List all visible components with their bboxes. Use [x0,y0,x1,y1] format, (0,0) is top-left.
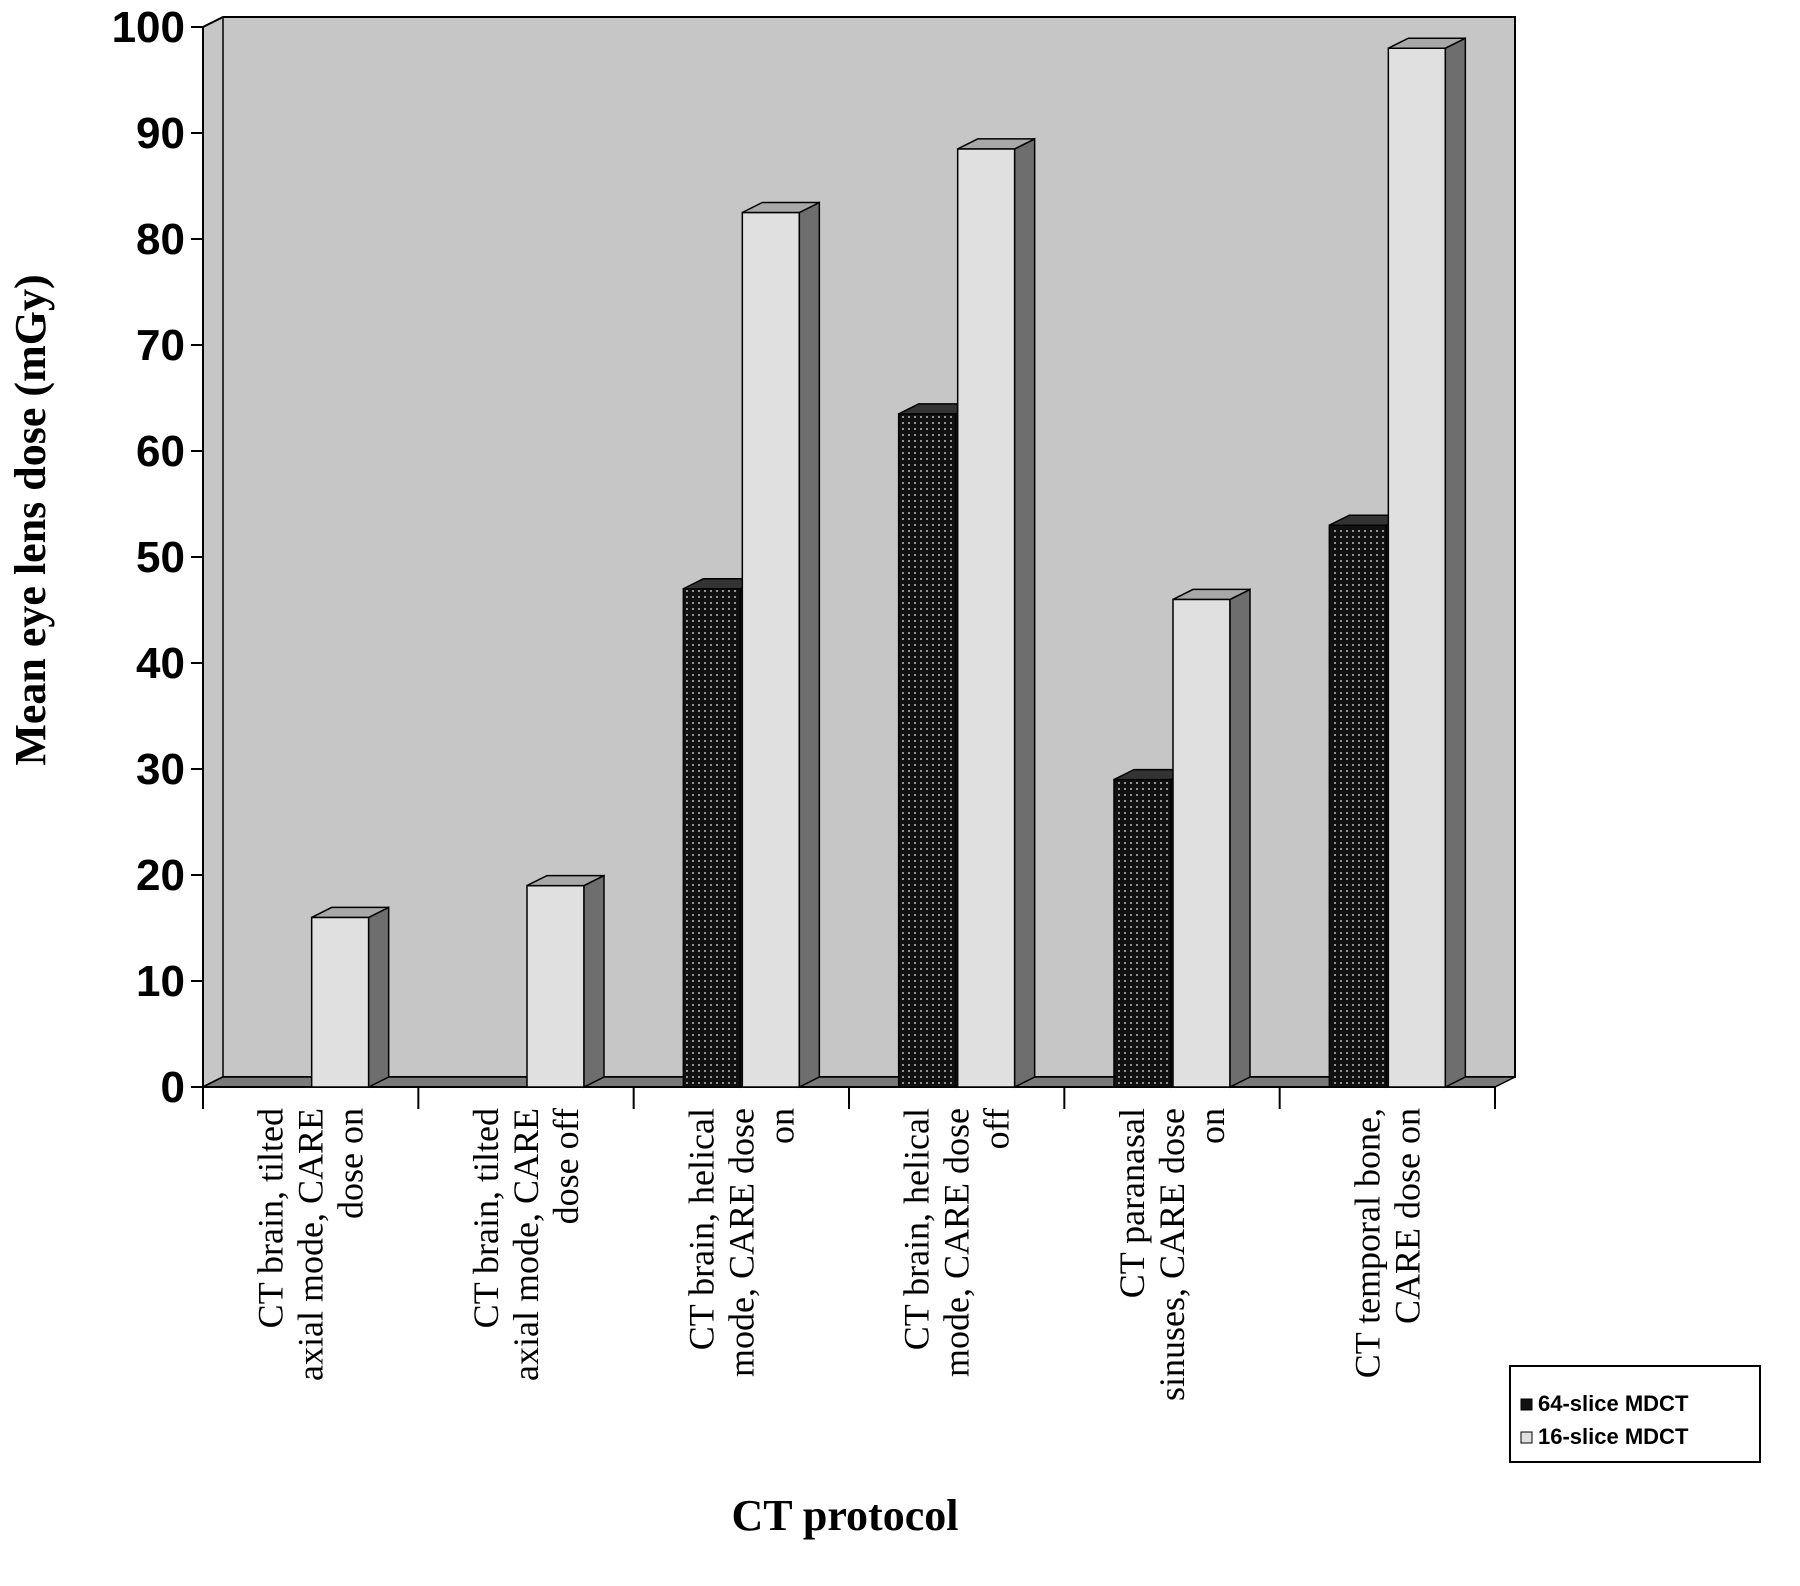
bar-top [526,874,605,887]
x-tick-label-line: mode, CARE dose [721,1108,761,1377]
x-tick-label-line: CT brain, helical [897,1108,937,1350]
bar [1172,588,1251,1089]
x-tick-label: CT paranasal sinuses, CARE dose on [1112,1108,1232,1401]
x-tick-label-line: axial mode, CARE [506,1108,546,1381]
x-tick-label-line: sinuses, CARE dose [1152,1108,1192,1401]
bar [1387,36,1467,1089]
bar-side [798,201,821,1089]
bar-side [1013,137,1036,1089]
bar-front [682,588,742,1088]
floor [202,1076,1516,1088]
bar [310,906,390,1089]
x-tick-label-line: CT brain, tilted [251,1108,291,1328]
y-tick-label: 40 [136,639,185,688]
x-tick-label-line: on [1192,1108,1232,1144]
x-tick-label: CT brain, helical mode, CARE dose on [681,1108,801,1377]
y-tick-label: 70 [136,321,185,370]
legend-swatch-64-slice [1520,1398,1533,1411]
legend-label-16-slice: 16-slice MDCT [1538,1424,1689,1449]
bar-side [1444,36,1467,1089]
y-tick-label: 20 [136,851,185,900]
y-tick-label: 0 [161,1063,185,1112]
bar-front [1328,524,1388,1088]
y-tick-label: 100 [112,3,185,52]
y-tick-label: 80 [136,215,185,264]
y-tick-label: 10 [136,957,185,1006]
bar-front [310,916,370,1088]
x-tick-label-line: dose off [546,1108,586,1224]
y-tick-label: 30 [136,745,185,794]
x-tick-label-line: CARE dose on [1387,1108,1427,1324]
y-axis-title: Mean eye lens dose (mGy) [6,274,55,765]
x-tick-label-line: CT brain, helical [681,1108,721,1350]
bar [956,137,1036,1089]
bar [526,874,605,1089]
x-tick-label: CT brain, tilted axial mode, CARE dose on [251,1108,371,1381]
bar-top [957,138,1036,150]
x-tick-label: CT brain, helical mode, CARE dose off [897,1108,1017,1377]
x-tick-label-line: dose on [331,1108,371,1219]
bar-top [1172,588,1251,601]
bar-front [1172,598,1231,1088]
plot-area [202,16,1516,1089]
legend-box [1509,1365,1761,1463]
x-axis-title: CT protocol [732,1491,959,1540]
bar-side [1229,588,1251,1089]
y-tick-label: 50 [136,533,185,582]
y-tick-label: 90 [136,109,185,158]
legend: 64-slice MDCT 16-slice MDCT [1509,1365,1761,1463]
x-tick-label-line: off [977,1108,1017,1149]
bar-front [1387,47,1447,1088]
bar-front [526,884,585,1088]
x-tick-label: CT brain, tilted axial mode, CARE dose off [466,1108,586,1381]
y-tick-label: 60 [136,427,185,476]
x-axis-ticks: CT brain, tilted axial mode, CARE dose on C… [202,1087,1496,1401]
x-tick-label-line: CT paranasal [1112,1108,1152,1298]
bar-side [583,874,605,1089]
bar-top [741,201,820,214]
legend-swatch-16-slice [1520,1431,1533,1444]
bar [741,201,821,1089]
bar-side [367,906,390,1089]
x-tick-label: CT temporal bone, CARE dose on [1347,1108,1427,1378]
x-tick-label-line: CT temporal bone, [1347,1108,1387,1378]
bar-top [311,906,390,919]
x-tick-label-line: on [761,1108,801,1144]
bar-top [1387,37,1466,49]
bar-front [897,413,957,1088]
bar-front [741,211,801,1088]
back-wall [202,16,1516,1089]
bar-front [1113,778,1172,1088]
x-tick-label-line: CT brain, tilted [466,1108,506,1328]
x-tick-label-line: axial mode, CARE [291,1108,331,1381]
x-tick-label-line: mode, CARE dose [937,1108,977,1377]
legend-label-64-slice: 64-slice MDCT [1538,1391,1689,1416]
y-axis-ticks: 0 10 20 30 40 50 60 70 80 90 100 [112,3,203,1112]
bars [310,36,1467,1089]
bar-front [956,148,1016,1088]
